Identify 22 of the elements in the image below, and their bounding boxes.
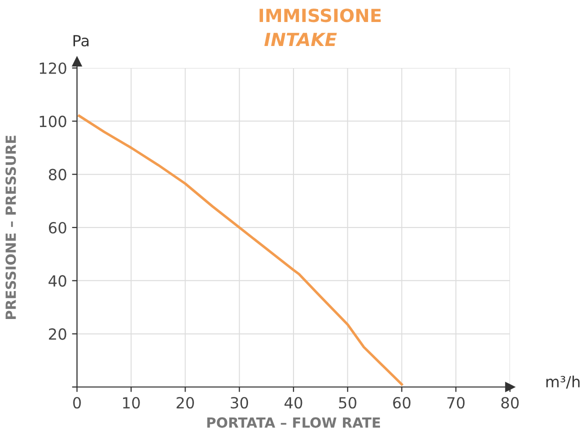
y-tick-label: 100 xyxy=(40,116,66,128)
y-tick-label: 120 xyxy=(40,62,66,74)
x-tick-label: 60 xyxy=(393,396,410,409)
y-tick-label: 40 xyxy=(48,275,66,287)
chart-title: IMMISSIONE xyxy=(260,8,381,22)
x-tick-label: 70 xyxy=(447,396,465,409)
y-tick-label: 20 xyxy=(48,328,66,340)
y-axis-title: PRESSIONE – PRESSURE xyxy=(5,136,16,320)
x-tick-label: 0 xyxy=(73,396,81,409)
y-tick-label: 60 xyxy=(48,222,66,234)
x-tick-label: 20 xyxy=(176,396,194,409)
x-tick-label: 80 xyxy=(501,396,519,409)
x-tick-label: 40 xyxy=(284,396,302,409)
y-tick-label: 80 xyxy=(48,168,66,180)
chart-subtitle: INTAKE xyxy=(264,32,337,46)
text: m³/h xyxy=(546,376,580,389)
x-tick-label: 10 xyxy=(123,396,140,409)
text: Pa xyxy=(74,35,88,46)
x-tick-label: 50 xyxy=(339,396,356,409)
line-series xyxy=(78,114,403,386)
x-axis-title: PORTATA – FLOW RATE xyxy=(207,417,380,428)
x-tick-label: 30 xyxy=(230,396,248,409)
